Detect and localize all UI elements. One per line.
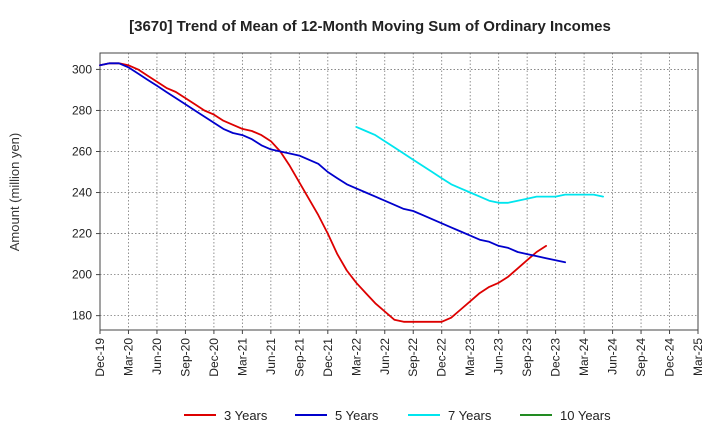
x-tick-label: Sep-22 bbox=[406, 338, 420, 377]
x-tick-label: Jun-23 bbox=[492, 338, 506, 375]
x-tick-label: Sep-24 bbox=[634, 338, 648, 377]
x-axis-ticks: Dec-19 Mar-20 Jun-20 Sep-20 Dec-20 Mar-21 Jun-… bbox=[93, 330, 705, 377]
legend-label: 7 Years bbox=[448, 408, 492, 423]
x-tick-label: Dec-19 bbox=[93, 338, 107, 377]
x-tick-label: Jun-20 bbox=[150, 338, 164, 375]
x-tick-label: Dec-20 bbox=[207, 338, 221, 377]
x-tick-label: Mar-21 bbox=[235, 338, 249, 376]
x-tick-label: Jun-22 bbox=[378, 338, 392, 375]
y-axis-label: Amount (million yen) bbox=[7, 133, 22, 252]
y-tick-label: 300 bbox=[72, 62, 92, 76]
x-tick-label: Dec-21 bbox=[321, 338, 335, 377]
series-line-7-years bbox=[355, 126, 604, 204]
x-tick-label: Sep-23 bbox=[520, 338, 534, 377]
chart-title: [3670] Trend of Mean of 12-Month Moving … bbox=[129, 18, 611, 35]
legend: 3 Years 5 Years 7 Years 10 Years bbox=[184, 408, 611, 423]
y-tick-label: 280 bbox=[72, 103, 92, 117]
x-tick-label: Dec-24 bbox=[663, 338, 677, 377]
y-axis-ticks: 180 200 220 240 260 280 300 bbox=[72, 62, 100, 323]
series-lines bbox=[99, 62, 604, 323]
plot-frame bbox=[99, 52, 699, 331]
x-tick-label: Jun-24 bbox=[606, 338, 620, 375]
y-tick-label: 200 bbox=[72, 268, 92, 282]
x-tick-label: Mar-22 bbox=[349, 338, 363, 376]
series-line-5-years bbox=[99, 62, 566, 264]
y-tick-label: 260 bbox=[72, 144, 92, 158]
x-tick-label: Dec-23 bbox=[549, 338, 563, 377]
x-tick-label: Dec-22 bbox=[435, 338, 449, 377]
grid bbox=[99, 53, 699, 330]
series-line-3-years bbox=[99, 62, 547, 323]
x-tick-label: Sep-20 bbox=[178, 338, 192, 377]
y-tick-label: 240 bbox=[72, 186, 92, 200]
x-tick-label: Mar-25 bbox=[691, 338, 705, 376]
x-tick-label: Jun-21 bbox=[264, 338, 278, 375]
x-tick-label: Mar-20 bbox=[121, 338, 135, 376]
y-tick-label: 220 bbox=[72, 227, 92, 241]
legend-label: 5 Years bbox=[335, 408, 379, 423]
legend-label: 3 Years bbox=[224, 408, 268, 423]
legend-label: 10 Years bbox=[560, 408, 611, 423]
x-tick-label: Mar-24 bbox=[577, 338, 591, 376]
x-tick-label: Sep-21 bbox=[292, 338, 306, 377]
y-tick-label: 180 bbox=[72, 309, 92, 323]
x-tick-label: Mar-23 bbox=[463, 338, 477, 376]
